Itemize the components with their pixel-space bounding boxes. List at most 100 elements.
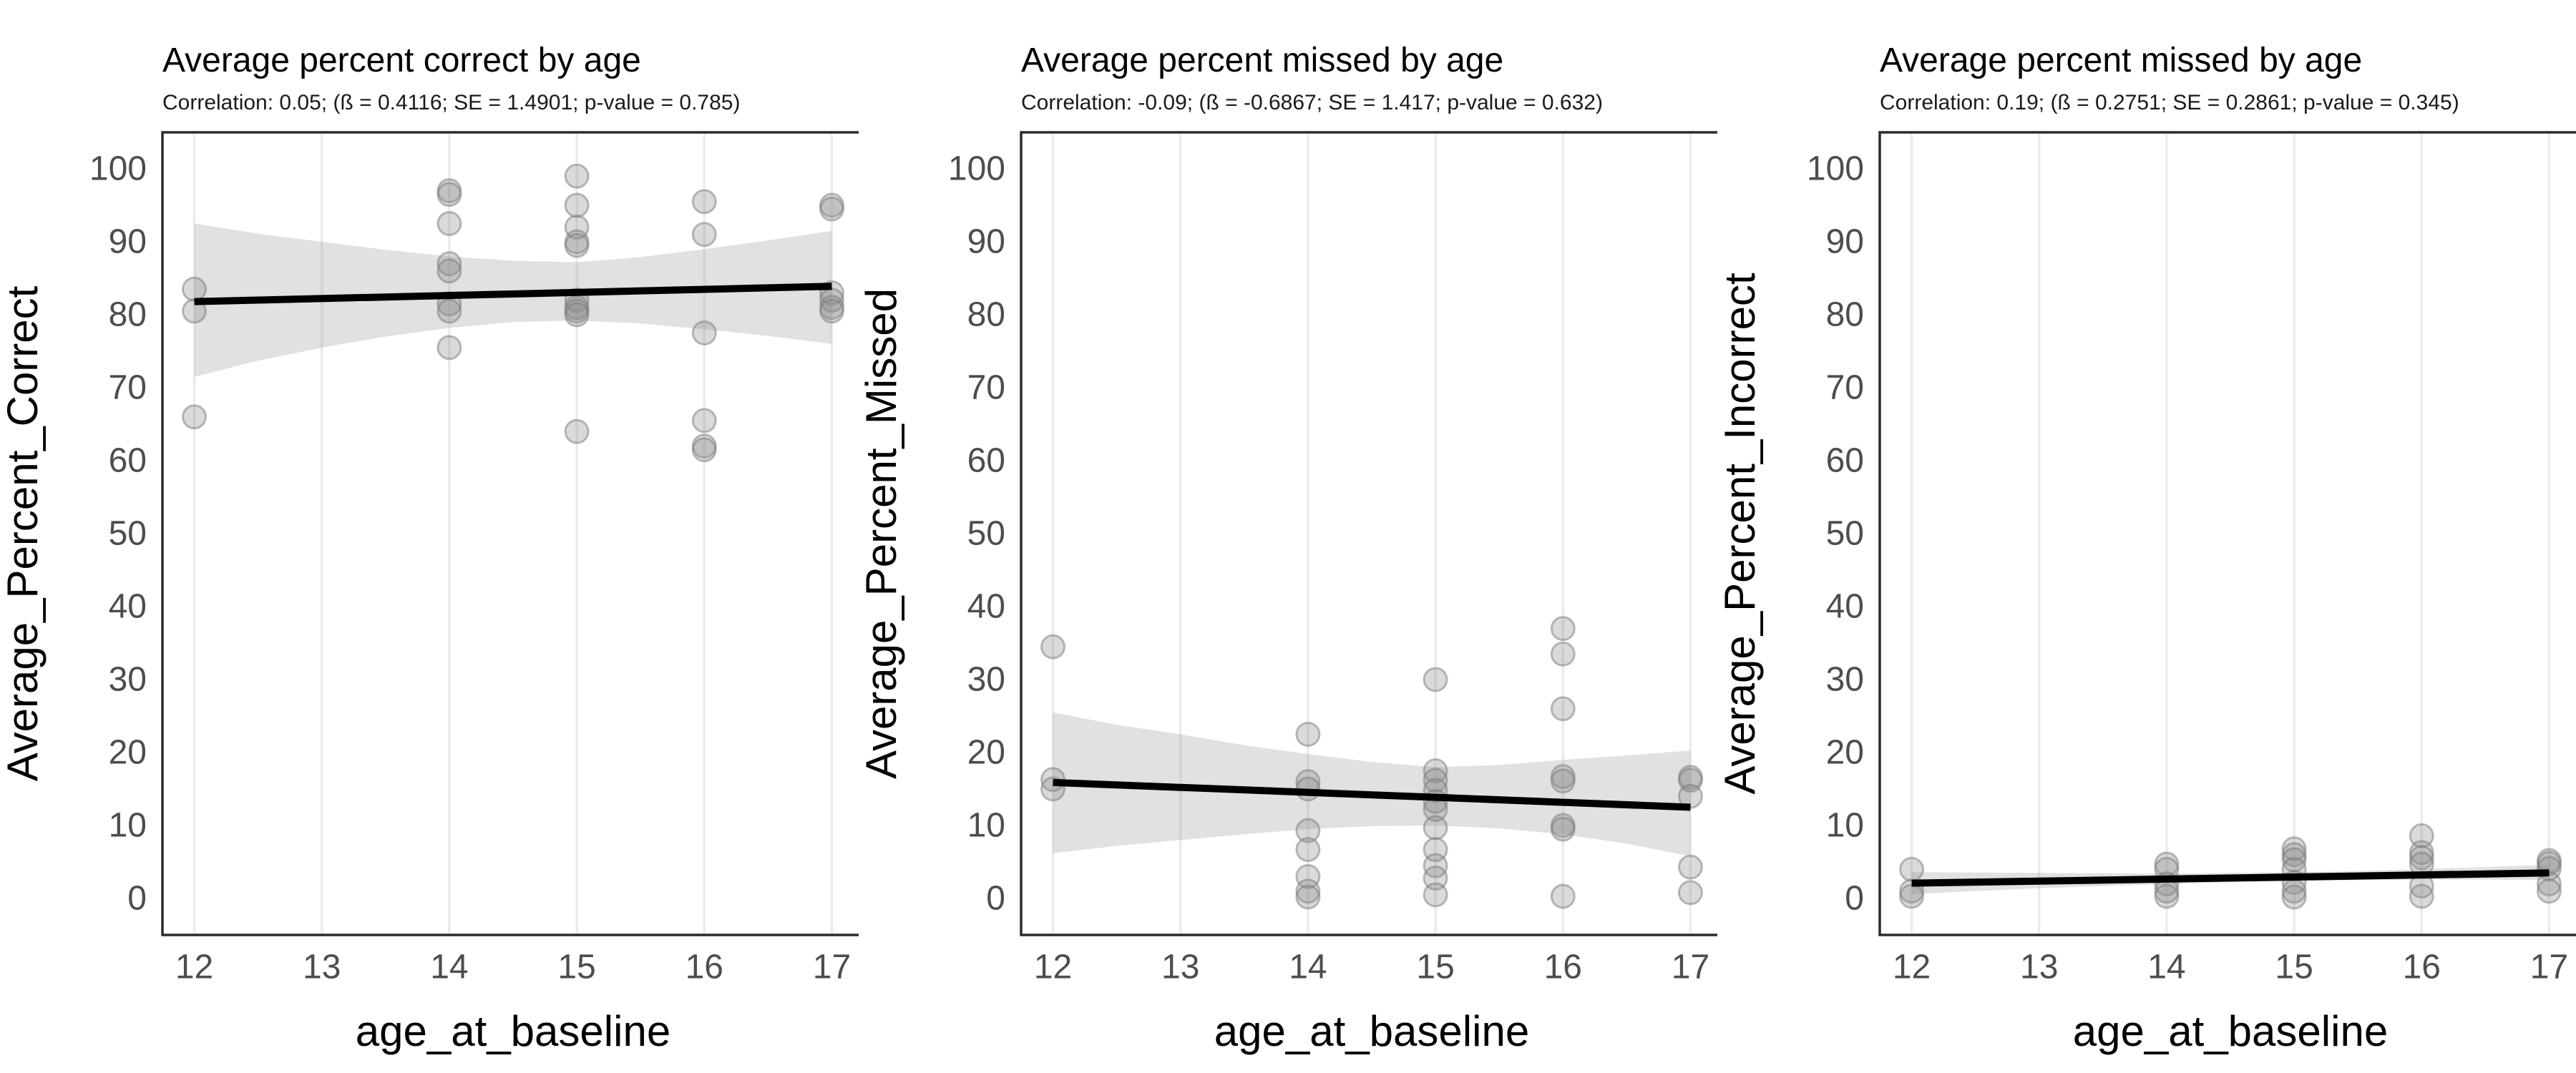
confidence-ribbon xyxy=(1053,712,1691,856)
data-point xyxy=(1550,883,1576,909)
data-point xyxy=(2536,878,2562,904)
data-point xyxy=(1295,722,1321,747)
x-axis-title: age_at_baseline xyxy=(356,1007,670,1055)
y-tick-label-20: 20 xyxy=(1826,734,1864,772)
data-point xyxy=(1423,815,1448,841)
data-point xyxy=(691,222,717,248)
y-tick-label-0: 0 xyxy=(986,880,1005,918)
data-point xyxy=(2281,884,2307,910)
y-tick-label-20: 20 xyxy=(967,734,1005,772)
data-point xyxy=(564,302,590,328)
plot-subtitle: Correlation: -0.09; (ß = -0.6867; SE = 1… xyxy=(1021,91,1603,114)
y-tick-label-80: 80 xyxy=(967,296,1005,334)
data-point xyxy=(1423,758,1448,783)
data-point xyxy=(1295,878,1321,904)
data-point xyxy=(1677,854,1703,880)
data-point xyxy=(1677,880,1703,906)
data-point xyxy=(564,163,590,189)
y-axis-title: Average_Percent_Incorrect xyxy=(1717,273,1764,795)
data-point xyxy=(1295,837,1321,863)
data-point xyxy=(1899,856,1925,882)
y-tick-label-90: 90 xyxy=(109,223,147,261)
y-tick-label-0: 0 xyxy=(1845,880,1864,918)
y-tick-label-50: 50 xyxy=(967,515,1005,553)
y-tick-label-90: 90 xyxy=(967,223,1005,261)
data-point xyxy=(1550,641,1576,667)
data-point xyxy=(2409,883,2434,909)
data-point xyxy=(182,404,208,430)
y-tick-label-40: 40 xyxy=(967,588,1005,626)
panel-average-percent-correct: Average percent correct by age Correlati… xyxy=(0,0,859,1073)
x-tick-label-13: 13 xyxy=(1161,949,1199,986)
plot-area: 0 10 20 30 40 50 60 70 80 90 100 12 13 14 15 16 17 xyxy=(948,131,1717,986)
data-point xyxy=(691,437,717,463)
data-point xyxy=(691,408,717,433)
data-point xyxy=(1295,818,1321,843)
x-tick-label-15: 15 xyxy=(2275,949,2313,986)
y-tick-label-40: 40 xyxy=(109,588,147,626)
y-tick-label-20: 20 xyxy=(109,734,147,772)
plot-title: Average percent missed by age xyxy=(1021,41,1503,79)
data-point xyxy=(2154,883,2180,909)
x-tick-label-13: 13 xyxy=(303,949,341,986)
y-tick-label-60: 60 xyxy=(1826,442,1864,480)
x-tick-label-17: 17 xyxy=(813,949,851,986)
data-point xyxy=(564,232,590,258)
data-point xyxy=(1295,884,1321,910)
data-point xyxy=(182,276,208,302)
y-tick-label-80: 80 xyxy=(109,296,147,334)
x-tick-label-15: 15 xyxy=(1416,949,1454,986)
regression-line xyxy=(1911,869,2550,887)
plot-subtitle: Correlation: 0.19; (ß = 0.2751; SE = 0.2… xyxy=(1880,91,2459,114)
data-point xyxy=(1677,783,1703,809)
data-point xyxy=(436,211,462,236)
panel-border xyxy=(1020,131,1717,936)
data-point xyxy=(1423,768,1448,793)
data-point xyxy=(1899,883,1925,909)
y-tick-label-10: 10 xyxy=(1826,807,1864,845)
y-tick-label-10: 10 xyxy=(109,807,147,845)
confidence-ribbon xyxy=(194,223,832,377)
x-tick-label-12: 12 xyxy=(1893,949,1931,986)
y-axis-title: Average_Percent_Missed xyxy=(859,288,905,779)
y-tick-label-40: 40 xyxy=(1826,588,1864,626)
y-tick-label-0: 0 xyxy=(127,880,147,918)
panel-border xyxy=(161,131,859,936)
panel-average-percent-incorrect: Average percent missed by age Correlatio… xyxy=(1717,0,2576,1073)
regression-line xyxy=(1053,778,1691,811)
x-tick-label-14: 14 xyxy=(2147,949,2185,986)
y-tick-label-50: 50 xyxy=(109,515,147,553)
scatter-plot-missed: Average percent missed by age Correlatio… xyxy=(859,41,1717,1055)
x-tick-label-17: 17 xyxy=(2530,949,2568,986)
y-tick-label-60: 60 xyxy=(109,442,147,480)
x-tick-label-15: 15 xyxy=(557,949,595,986)
y-tick-label-30: 30 xyxy=(967,661,1005,699)
x-tick-label-16: 16 xyxy=(2403,949,2441,986)
data-point xyxy=(1550,696,1576,722)
data-point xyxy=(691,189,717,215)
data-point xyxy=(1040,634,1066,660)
x-tick-label-13: 13 xyxy=(2020,949,2058,986)
data-point xyxy=(436,182,462,207)
y-tick-label-70: 70 xyxy=(1826,369,1864,407)
x-axis-title: age_at_baseline xyxy=(1214,1007,1529,1055)
y-tick-label-80: 80 xyxy=(1826,296,1864,334)
regression-line xyxy=(194,283,832,305)
y-tick-label-70: 70 xyxy=(109,369,147,407)
x-axis-title: age_at_baseline xyxy=(2073,1007,2388,1055)
panel-average-percent-missed: Average percent missed by age Correlatio… xyxy=(859,0,1717,1073)
plot-subtitle: Correlation: 0.05; (ß = 0.4116; SE = 1.4… xyxy=(162,91,740,114)
x-tick-label-14: 14 xyxy=(1289,949,1327,986)
panel-border xyxy=(1878,131,2576,936)
data-point xyxy=(1550,768,1576,794)
data-point xyxy=(436,251,462,277)
scatter-plot-incorrect: Average percent missed by age Correlatio… xyxy=(1717,41,2576,1055)
y-tick-label-70: 70 xyxy=(967,369,1005,407)
data-point xyxy=(1423,882,1448,908)
y-tick-label-100: 100 xyxy=(89,150,147,188)
plot-area: 0 10 20 30 40 50 60 70 80 90 100 12 13 14 15 16 17 xyxy=(1807,131,2576,986)
x-tick-label-16: 16 xyxy=(686,949,723,986)
data-point xyxy=(2409,845,2434,871)
y-tick-label-90: 90 xyxy=(1826,223,1864,261)
y-tick-label-100: 100 xyxy=(1807,150,1864,188)
